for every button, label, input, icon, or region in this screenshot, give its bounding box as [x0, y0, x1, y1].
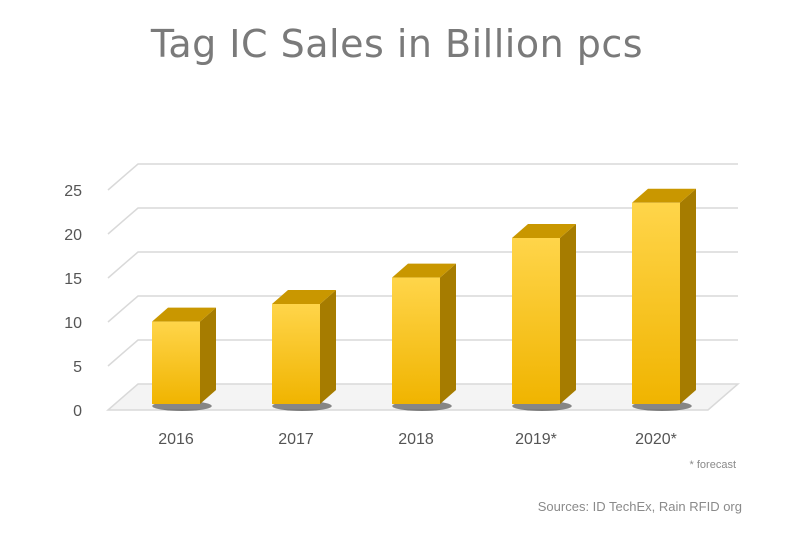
bar-front	[512, 238, 560, 404]
x-tick-label: 2018	[398, 431, 434, 448]
bar-top	[272, 290, 336, 304]
bar-top	[632, 188, 696, 203]
bar	[272, 290, 336, 411]
bar-side	[680, 188, 696, 404]
bar-side	[200, 307, 216, 404]
bar-front	[272, 304, 320, 404]
y-tick-label: 20	[64, 227, 82, 244]
y-tick-label: 0	[73, 403, 82, 420]
bar-front	[632, 202, 680, 404]
bar	[632, 188, 696, 411]
x-tick-label: 2020*	[635, 431, 677, 448]
bar-top	[152, 307, 216, 322]
bar	[392, 263, 456, 411]
y-tick-label: 5	[73, 359, 82, 376]
forecast-footnote: * forecast	[689, 459, 736, 471]
gridline	[107, 163, 738, 191]
y-tick-label: 10	[64, 315, 82, 332]
y-tick-label: 15	[64, 271, 82, 288]
x-tick-label: 2017	[278, 431, 314, 448]
bar-side	[560, 224, 576, 404]
bar-side	[440, 263, 456, 404]
bar-top	[392, 263, 456, 278]
x-tick-label: 2016	[158, 431, 194, 448]
x-tick-label: 2019*	[515, 431, 557, 448]
bar-front	[152, 321, 200, 404]
bar-front	[392, 277, 440, 404]
bar	[512, 224, 576, 411]
x-axis-labels: 2016 2017 2018 2019* 2020*	[158, 431, 677, 448]
bars	[152, 188, 696, 411]
chart-title: Tag IC Sales in Billion pcs	[150, 22, 644, 66]
gridline	[107, 207, 738, 235]
y-axis-ticks: 0 5 10 15 20 25	[64, 183, 82, 420]
sources-note: Sources: ID TechEx, Rain RFID org	[537, 499, 742, 514]
y-tick-label: 25	[64, 183, 82, 200]
bar-top	[512, 224, 576, 238]
bar	[152, 307, 216, 411]
bar-side	[320, 290, 336, 404]
